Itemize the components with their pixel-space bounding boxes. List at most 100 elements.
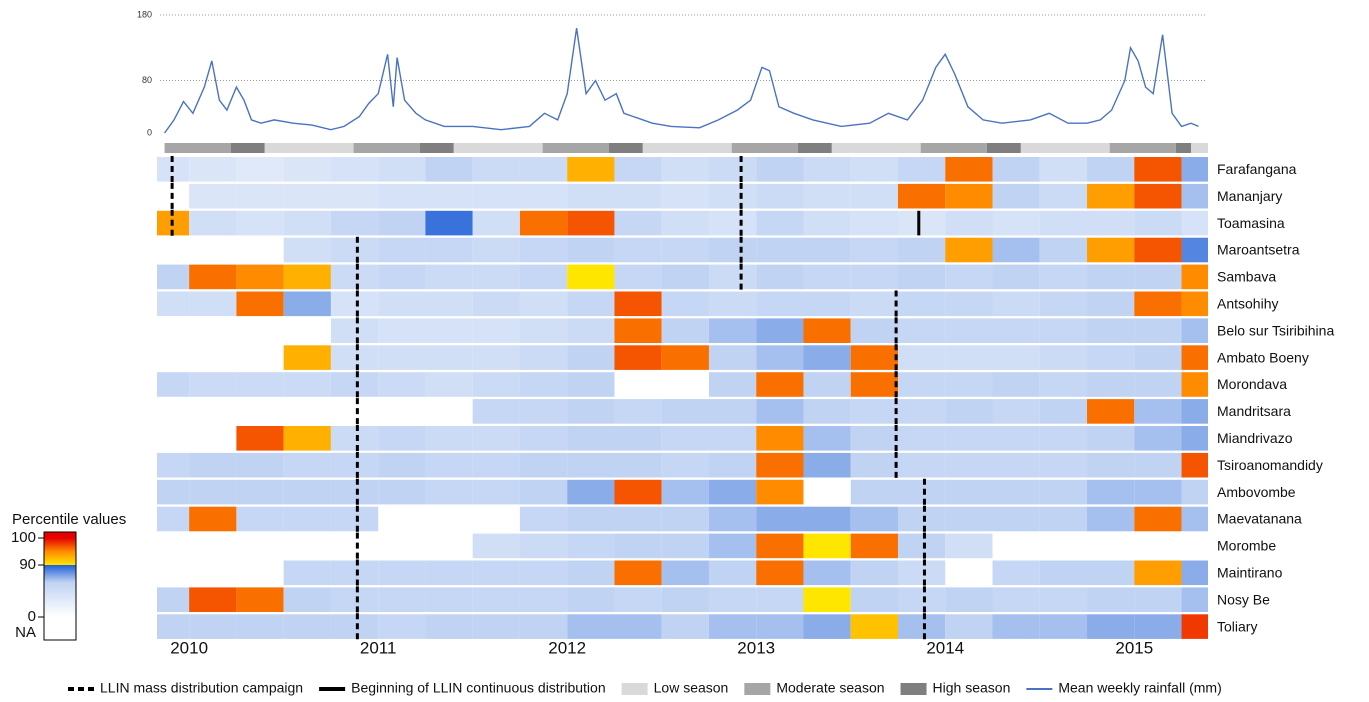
y-tick-label: 80 [142, 75, 152, 85]
colorbar [43, 531, 77, 641]
legend-swatch [621, 683, 648, 695]
heat-cell [330, 587, 379, 612]
heat-cell [1181, 157, 1208, 182]
heat-cell [567, 210, 615, 236]
heat-cell [378, 183, 426, 209]
heat-cell [803, 291, 851, 317]
season-segment [797, 143, 832, 153]
colorbar-tick-label: 90 [19, 556, 36, 573]
heat-cell [1181, 587, 1208, 612]
heat-cell [661, 426, 709, 451]
heat-cell [756, 345, 804, 370]
heat-cell [1134, 372, 1182, 397]
heat-cell [472, 479, 520, 505]
heat-cell [472, 210, 520, 236]
heat-cell [330, 426, 379, 451]
heat-cell [283, 264, 331, 290]
heat-cell [803, 399, 851, 424]
season-segment [1109, 143, 1176, 153]
heat-cell [472, 157, 520, 182]
heat-cell [157, 452, 190, 478]
season-segment [353, 143, 420, 153]
heat-cell [850, 264, 898, 290]
heat-cell [661, 399, 709, 424]
season-segment [1020, 143, 1110, 153]
heat-cell [708, 345, 757, 370]
heat-cell [236, 183, 284, 209]
heat-cell [189, 614, 237, 639]
season-segment [608, 143, 643, 153]
heat-cell [614, 183, 662, 209]
heat-cell [1039, 237, 1088, 263]
heat-cell [897, 318, 946, 343]
heat-cell [708, 426, 757, 451]
x-tick-label: 2015 [1115, 638, 1153, 657]
heat-cell [519, 587, 568, 612]
heat-cell [945, 291, 993, 317]
row-label: Morondava [1217, 376, 1287, 392]
heat-cell [330, 614, 379, 639]
heat-cell [897, 372, 946, 397]
heat-cell [1087, 291, 1135, 317]
heat-cell [614, 614, 662, 639]
heat-cell [1087, 560, 1135, 586]
heat-cell [992, 264, 1040, 290]
heat-cell [756, 237, 804, 263]
heat-cell [945, 237, 993, 263]
heat-cell [850, 183, 898, 209]
heat-cell [756, 452, 804, 478]
heat-cell [1039, 291, 1088, 317]
heat-cell [283, 345, 331, 370]
heat-cell [661, 157, 709, 182]
heat-cell [661, 452, 709, 478]
heat-cell [330, 210, 379, 236]
heat-cell [850, 210, 898, 236]
heat-cell [945, 264, 993, 290]
heat-cell [378, 291, 426, 317]
heat-cell [236, 452, 284, 478]
heat-cell [945, 426, 993, 451]
heat-cell [425, 210, 473, 236]
heat-cell [378, 345, 426, 370]
row-label: Tsiroanomandidy [1217, 457, 1323, 473]
heat-cell [330, 560, 379, 586]
heat-cell [1181, 291, 1208, 317]
heat-cell [945, 157, 993, 182]
heat-cell [1134, 210, 1182, 236]
heat-cell [567, 157, 615, 182]
heat-cell [1181, 426, 1208, 451]
heat-cell [189, 587, 237, 612]
heat-cell [614, 291, 662, 317]
heat-cell [1181, 479, 1208, 505]
heat-cell [1134, 587, 1182, 612]
heat-cell [472, 399, 520, 424]
heat-cell [1039, 372, 1088, 397]
heat-cell [945, 183, 993, 209]
legend-label: Mean weekly rainfall (mm) [1058, 680, 1221, 696]
row-label: Mananjary [1217, 188, 1282, 204]
heat-cell [1134, 183, 1182, 209]
legend-label: LLIN mass distribution campaign [100, 680, 303, 696]
heat-cell [283, 614, 331, 639]
heat-cell [1039, 614, 1088, 639]
heat-cell [756, 614, 804, 639]
heat-cell [1134, 264, 1182, 290]
heat-cell [756, 533, 804, 559]
heat-cell [519, 291, 568, 317]
heat-cell [567, 183, 615, 209]
heat-cell [803, 183, 851, 209]
heat-cell [1039, 264, 1088, 290]
heat-cell [519, 506, 568, 532]
heat-cell [1039, 506, 1088, 532]
heat-cell [1134, 345, 1182, 370]
heat-cell [897, 452, 946, 478]
heat-cell [897, 479, 946, 505]
heat-cell [330, 237, 379, 263]
heat-cell [756, 183, 804, 209]
heat-cell [1181, 237, 1208, 263]
heat-cell [330, 372, 379, 397]
heat-cell [425, 237, 473, 263]
heat-cell [1134, 237, 1182, 263]
heat-cell [897, 183, 946, 209]
heat-cell [708, 157, 757, 182]
